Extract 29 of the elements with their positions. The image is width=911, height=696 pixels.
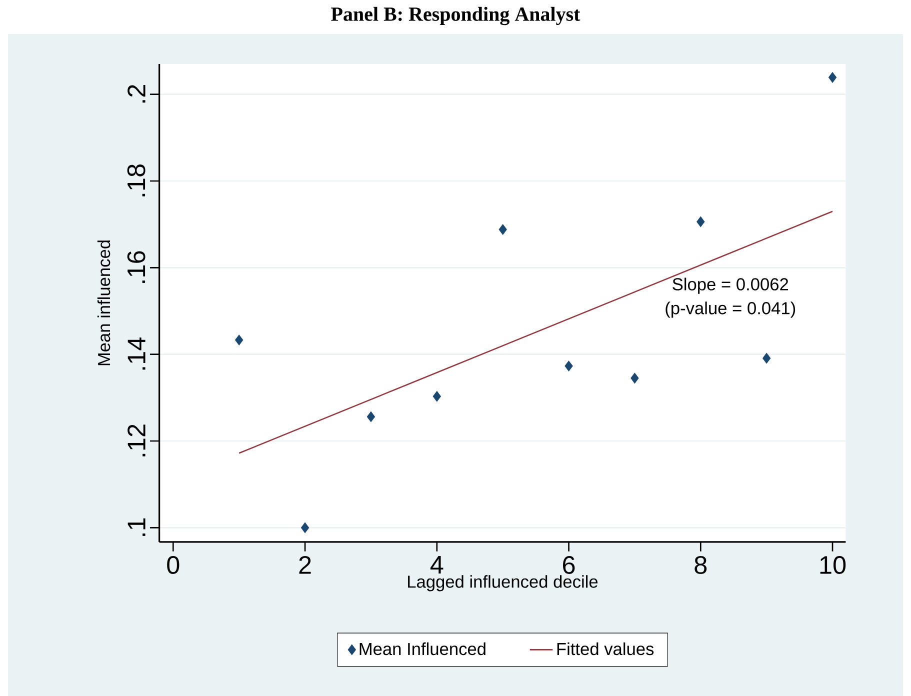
point (828, 72, 837, 83)
y-tick-label: .1 (128, 518, 146, 536)
x-tick-label: 10 (820, 556, 846, 574)
legend-label: Fitted values (557, 642, 654, 656)
y-axis-title: Mean influenced (97, 240, 110, 366)
point (564, 360, 573, 372)
chart-title: Panel B: Responding Analyst (331, 6, 580, 26)
point (300, 522, 310, 534)
y-tick-label: .12 (128, 424, 146, 456)
point (235, 334, 244, 346)
point (498, 224, 507, 235)
x-tick-label: 0 (167, 556, 180, 574)
y-tick-label: .2 (128, 85, 146, 103)
y-tick-label: .18 (127, 164, 146, 196)
x-tick-label: 4 (430, 556, 444, 574)
point (366, 411, 376, 422)
point (630, 372, 639, 384)
point (432, 391, 441, 402)
point (696, 216, 705, 228)
y-tick-label: .16 (127, 251, 146, 283)
y-tick-label: .14 (128, 337, 146, 370)
x-tick-label: 2 (299, 556, 311, 574)
annotation: Slope = 0.0062 (672, 278, 788, 294)
legend-label: Mean Influenced (360, 642, 486, 656)
annotation: (p-value = 0.041) (666, 302, 796, 318)
x-tick-label: 6 (563, 556, 575, 574)
point (762, 352, 771, 364)
x-axis-title: Lagged influenced decile (408, 575, 598, 592)
x-tick-label: 8 (694, 556, 707, 574)
